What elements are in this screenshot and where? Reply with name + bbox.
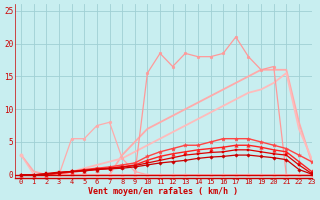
X-axis label: Vent moyen/en rafales ( km/h ): Vent moyen/en rafales ( km/h ) (88, 187, 238, 196)
